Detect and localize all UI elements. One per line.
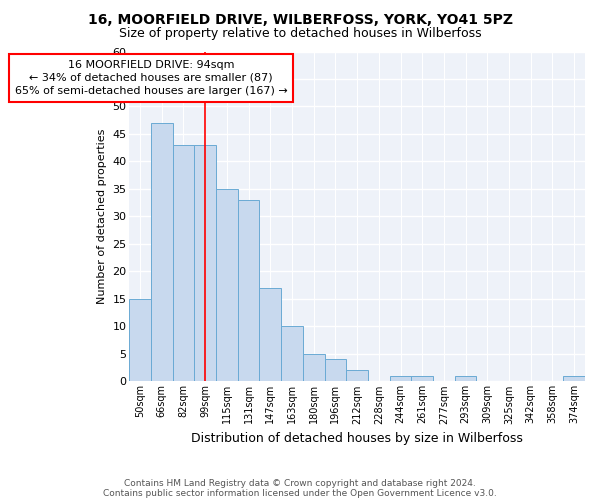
Bar xyxy=(129,299,151,382)
Bar xyxy=(325,360,346,382)
Bar xyxy=(389,376,412,382)
Bar xyxy=(238,200,259,382)
Bar xyxy=(281,326,303,382)
Text: Contains public sector information licensed under the Open Government Licence v3: Contains public sector information licen… xyxy=(103,488,497,498)
Bar xyxy=(173,145,194,382)
Bar xyxy=(216,189,238,382)
Bar xyxy=(194,145,216,382)
Bar xyxy=(303,354,325,382)
Bar xyxy=(455,376,476,382)
Text: Contains HM Land Registry data © Crown copyright and database right 2024.: Contains HM Land Registry data © Crown c… xyxy=(124,478,476,488)
Text: 16 MOORFIELD DRIVE: 94sqm
← 34% of detached houses are smaller (87)
65% of semi-: 16 MOORFIELD DRIVE: 94sqm ← 34% of detac… xyxy=(14,60,287,96)
Bar xyxy=(346,370,368,382)
Text: 16, MOORFIELD DRIVE, WILBERFOSS, YORK, YO41 5PZ: 16, MOORFIELD DRIVE, WILBERFOSS, YORK, Y… xyxy=(88,12,512,26)
Bar xyxy=(563,376,585,382)
Bar xyxy=(151,123,173,382)
Bar xyxy=(259,288,281,382)
Text: Size of property relative to detached houses in Wilberfoss: Size of property relative to detached ho… xyxy=(119,28,481,40)
X-axis label: Distribution of detached houses by size in Wilberfoss: Distribution of detached houses by size … xyxy=(191,432,523,445)
Y-axis label: Number of detached properties: Number of detached properties xyxy=(97,129,107,304)
Bar xyxy=(412,376,433,382)
